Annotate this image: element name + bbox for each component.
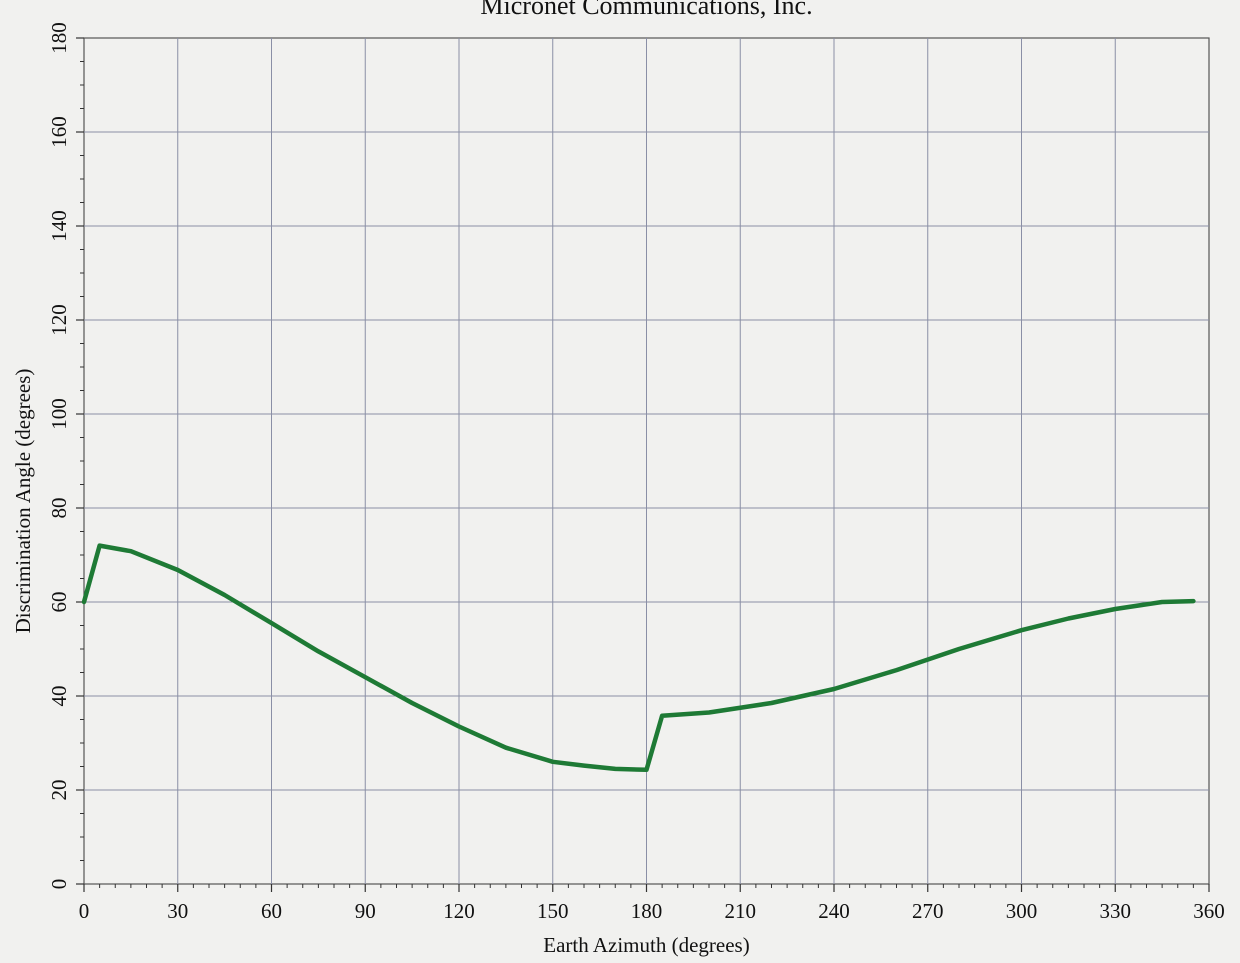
y-tick-label: 40 (47, 686, 71, 707)
x-tick-label: 120 (443, 899, 475, 923)
axes: 0 30 60 90 120 150 180 210 240 270 300 330 360 0 20 40 6… (47, 22, 1225, 923)
series-layer (81, 543, 1196, 773)
y-axis-label: Discrimination Angle (degrees) (11, 369, 35, 634)
x-tick-label: 0 (79, 899, 90, 923)
y-tick-label: 60 (47, 592, 71, 613)
grid-lines (84, 38, 1209, 884)
y-tick-label: 120 (47, 304, 71, 336)
x-tick-label: 210 (725, 899, 757, 923)
x-tick-label: 150 (537, 899, 569, 923)
y-tick-label: 160 (47, 116, 71, 148)
x-tick-label: 300 (1006, 899, 1038, 923)
y-tick-label: 180 (47, 22, 71, 54)
y-tick-label: 80 (47, 498, 71, 519)
x-tick-label: 240 (818, 899, 850, 923)
y-tick-label: 140 (47, 210, 71, 242)
y-tick-label: 20 (47, 780, 71, 801)
x-axis-label: Earth Azimuth (degrees) (543, 933, 749, 957)
x-tick-label: 360 (1193, 899, 1225, 923)
x-tick-label: 30 (167, 899, 188, 923)
x-tick-label: 60 (261, 899, 282, 923)
chart-title: Micronet Communications, Inc. (480, 0, 812, 20)
x-tick-label: 90 (355, 899, 376, 923)
x-tick-label: 270 (912, 899, 944, 923)
x-tick-label: 330 (1100, 899, 1132, 923)
y-tick-label: 0 (47, 879, 71, 890)
y-tick-label: 100 (47, 398, 71, 430)
series-line (81, 543, 1196, 773)
x-tick-label: 180 (631, 899, 663, 923)
